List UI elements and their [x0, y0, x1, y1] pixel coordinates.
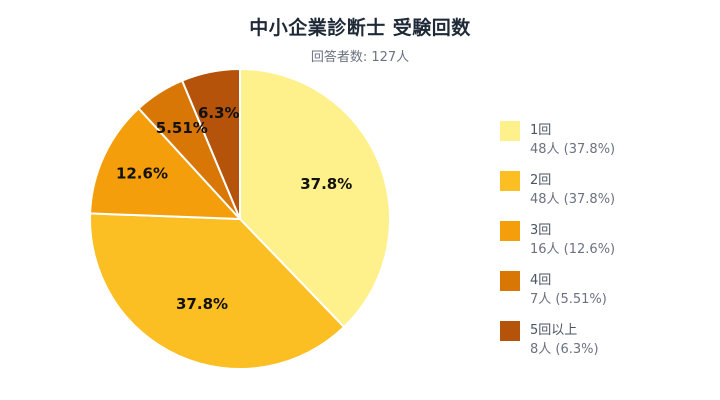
legend-swatch — [500, 171, 520, 191]
chart-subtitle: 回答者数: 127人 — [310, 50, 410, 65]
slice-label-1: 37.8% — [300, 175, 352, 193]
slice-label-4: 5.51% — [156, 119, 208, 137]
slice-label-2: 37.8% — [176, 295, 228, 313]
legend-swatch — [500, 271, 520, 291]
chart-title: 中小企業診断士 受験回数 — [249, 17, 471, 39]
pie-slice-1[interactable] — [239, 67, 391, 329]
legend-value: 8人 (6.3%) — [530, 342, 599, 357]
legend-label: 5回以上 — [530, 323, 578, 338]
legend-label: 1回 — [530, 123, 552, 138]
legend-swatch — [500, 221, 520, 241]
legend-value: 48人 (37.8%) — [530, 142, 616, 157]
legend-value: 7人 (5.51%) — [530, 292, 607, 307]
legend-label: 3回 — [530, 223, 552, 238]
slice-label-5: 6.3% — [198, 104, 240, 122]
legend-swatch — [500, 121, 520, 141]
pie-slice-5[interactable] — [180, 67, 241, 220]
pie-slice-2[interactable] — [89, 212, 346, 370]
pie-slice-3[interactable] — [89, 107, 243, 221]
legend-label: 2回 — [530, 173, 552, 188]
legend-label: 4回 — [530, 273, 552, 288]
legend-value: 48人 (37.8%) — [530, 192, 616, 207]
slice-label-3: 12.6% — [116, 165, 168, 183]
legend-value: 16人 (12.6%) — [530, 242, 616, 257]
legend-swatch — [500, 321, 520, 341]
